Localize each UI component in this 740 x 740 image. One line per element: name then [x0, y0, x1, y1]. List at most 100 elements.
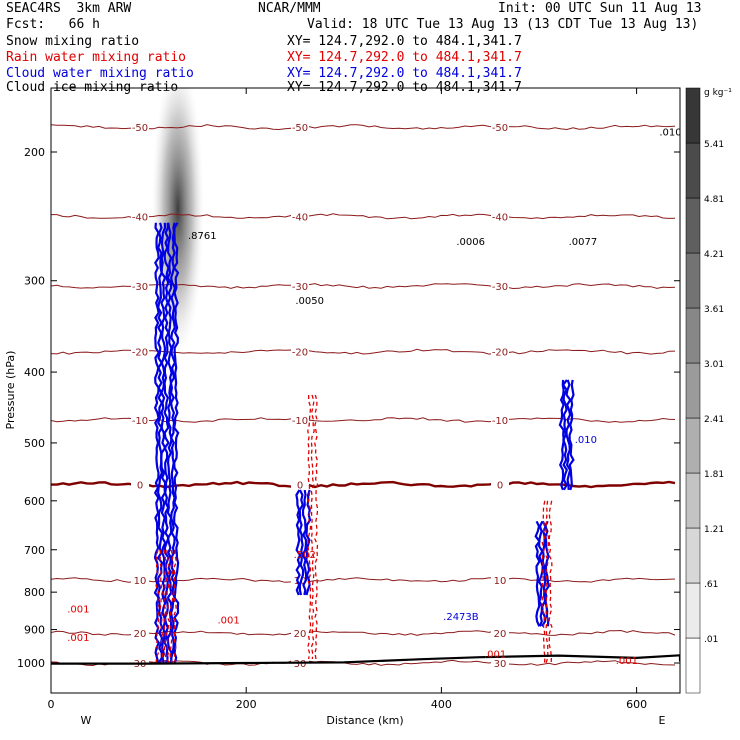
colorbar-level-label: 3.61 — [704, 305, 724, 315]
colorbar-level-label: 1.81 — [704, 470, 724, 480]
y-tick-label: 300 — [24, 275, 45, 288]
temperature-contour — [51, 348, 676, 355]
rain-water-contour — [169, 549, 174, 665]
colorbar-level-label: 1.21 — [704, 525, 724, 535]
y-tick-label: 1000 — [17, 657, 45, 670]
colorbar-segment — [685, 582, 701, 639]
cloud-water-contour — [301, 489, 308, 596]
temperature-contour-label: -10 — [492, 416, 508, 427]
contour-label-bg — [491, 33, 509, 44]
temperature-contour — [51, 213, 676, 220]
temperature-contour-label: -30 — [292, 282, 308, 293]
colorbar-unit: g kg⁻¹ — [704, 88, 732, 98]
field-xy-cloud-water: XY= 124.7,292.0 to 484.1,341.7 — [287, 66, 522, 81]
value-label: .502 — [294, 550, 316, 561]
snow-shading — [151, 88, 204, 356]
temperature-contour-label: -20 — [292, 348, 308, 359]
contour-label-bg — [131, 345, 149, 357]
colorbar-segment — [685, 87, 701, 144]
value-label: .001 — [484, 650, 506, 661]
value-label: .010 — [575, 435, 597, 446]
contour-label-bg — [291, 627, 309, 639]
cloud-water-contour — [163, 222, 170, 663]
cloud-water-contour — [544, 520, 550, 627]
cloud-water-contour — [558, 379, 565, 491]
temperature-contour-label: -40 — [132, 212, 148, 223]
colorbar-level-label: 2.41 — [704, 415, 724, 425]
rain-water-contour — [166, 549, 171, 664]
contour-label-bg — [491, 345, 509, 357]
rain-water-contour — [314, 394, 319, 660]
temperature-contour-label: -50 — [292, 123, 308, 134]
cloud-water-contour — [169, 222, 177, 663]
colorbar-level-label: 4.21 — [704, 250, 724, 260]
header-center-label: NCAR/MMM — [258, 1, 321, 16]
contour-label-bg — [131, 210, 149, 222]
contour-label-bg — [131, 279, 149, 291]
value-label: .0101 — [659, 128, 688, 139]
value-label: .2473B — [443, 612, 479, 623]
colorbar-segment — [685, 142, 701, 199]
rain-water-contour — [162, 549, 167, 664]
plot-frame — [50, 87, 681, 694]
cloud-water-contour — [726, 559, 730, 619]
rain-water-contour — [548, 500, 553, 663]
temperature-contour-label: -20 — [492, 348, 508, 359]
temperature-contour-label: -60 — [292, 35, 308, 46]
temperature-contour-label: -50 — [132, 123, 148, 134]
colorbar-segment — [685, 197, 701, 254]
temperature-contour-label: -20 — [132, 348, 148, 359]
value-label: .0050 — [295, 296, 324, 307]
value-label: .0077 — [569, 237, 598, 248]
contour-label-bg — [131, 478, 149, 490]
temperature-contour-label: 0 — [497, 481, 503, 492]
temperature-contour-label: 0 — [137, 481, 143, 492]
temperature-contour — [51, 659, 676, 667]
rain-water-contour — [307, 395, 312, 660]
contour-label-bg — [291, 121, 309, 133]
x-end-label-west: W — [81, 714, 92, 727]
surface-pressure-line — [51, 654, 680, 665]
cloud-water-contour — [298, 489, 305, 596]
cloud-water-contour — [719, 559, 723, 619]
header-init-time: Init: 00 UTC Sun 11 Aug 13 — [498, 1, 702, 16]
x-tick-label: 200 — [236, 698, 257, 711]
temperature-contour-label: 20 — [294, 629, 307, 640]
y-tick-label: 600 — [24, 495, 45, 508]
rain-water-contour — [310, 394, 315, 660]
field-name-snow: Snow mixing ratio — [6, 34, 140, 49]
temperature-contour — [51, 124, 676, 131]
x-tick-label: 400 — [431, 698, 452, 711]
contour-label-bg — [291, 279, 309, 291]
temperature-contour-label: -50 — [492, 123, 508, 134]
value-label: .001 — [217, 615, 239, 626]
cloud-water-contour — [723, 559, 727, 619]
cloud-water-contour — [172, 222, 180, 664]
contour-label-bg — [491, 657, 509, 668]
colorbar-segment — [685, 252, 701, 309]
cloud-water-contour — [156, 222, 164, 664]
contour-label-bg — [291, 478, 309, 490]
field-name-cloud-water: Cloud water mixing ratio — [6, 66, 194, 81]
x-axis-label: Distance (km) — [326, 714, 403, 727]
temperature-contour-label: -30 — [132, 282, 148, 293]
cloud-water-contour — [160, 222, 167, 664]
colorbar-segment — [685, 362, 701, 419]
contour-label-bg — [291, 345, 309, 357]
colorbar-segment — [685, 527, 701, 584]
header-forecast-hour: Fcst: 66 h — [6, 17, 100, 32]
temperature-contour-label: -10 — [292, 416, 308, 427]
rain-water-contour — [173, 549, 177, 664]
contour-label-bg — [491, 478, 509, 490]
temperature-contour — [51, 629, 676, 636]
header-run-title: SEAC4RS 3km ARW — [6, 1, 132, 16]
cloud-water-contour — [565, 379, 572, 490]
value-label: .001 — [67, 605, 89, 616]
y-tick-label: 400 — [24, 366, 45, 379]
rain-water-contour — [159, 549, 164, 664]
y-tick-label: 800 — [24, 586, 45, 599]
contour-label-bg — [131, 121, 149, 133]
contour-label-bg — [291, 210, 309, 222]
temperature-contour-label: 20 — [494, 629, 507, 640]
colorbar-level-label: 3.01 — [704, 360, 724, 370]
